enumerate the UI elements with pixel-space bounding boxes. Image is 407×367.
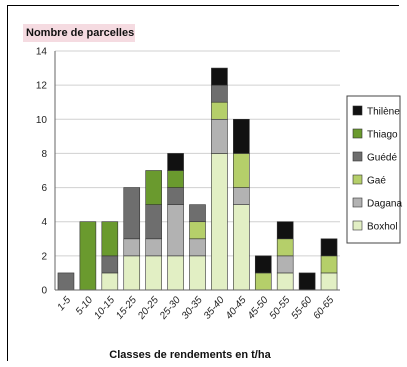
bar-segment-boxhol bbox=[101, 272, 119, 291]
bar-segment-boxhol bbox=[320, 272, 338, 291]
y-tick-label: 14 bbox=[36, 47, 48, 58]
x-tick-label: 60-65 bbox=[311, 295, 336, 322]
x-tick-label: 30-35 bbox=[180, 295, 205, 322]
y-tick-labels: 0 2 4 6 8 10 12 14 bbox=[36, 47, 48, 297]
bar-segment-thilène bbox=[211, 67, 228, 86]
legend-swatch bbox=[352, 197, 363, 208]
x-tick-label: 45-50 bbox=[246, 295, 271, 322]
bar-segment-thilène bbox=[254, 255, 272, 274]
legend: Thilène Thiago Guédé Gaé Dagana Boxhol bbox=[352, 105, 402, 233]
bar-segment-dagana bbox=[233, 187, 250, 205]
legend-label: Dagana bbox=[367, 199, 402, 210]
bar-segment-guédé bbox=[101, 255, 119, 274]
legend-label: Guédé bbox=[367, 153, 397, 164]
bar-segment-dagana bbox=[189, 238, 206, 257]
chart-panel bbox=[19, 21, 401, 367]
bar-segment-guédé bbox=[189, 204, 206, 223]
bar-segment-guédé bbox=[57, 272, 75, 291]
y-tick-label: 4 bbox=[41, 217, 47, 228]
bar-segment-dagana bbox=[167, 204, 184, 257]
bar-segment-guédé bbox=[123, 187, 141, 240]
legend-swatch bbox=[352, 105, 363, 116]
bar-segment-guédé bbox=[167, 187, 184, 205]
legend-swatch bbox=[352, 174, 363, 185]
legend-box bbox=[346, 95, 401, 244]
bar-segment-boxhol bbox=[276, 272, 294, 291]
bar-segment-gaé bbox=[320, 255, 338, 274]
y-tick-label: 0 bbox=[41, 286, 47, 297]
bars bbox=[57, 67, 338, 291]
x-tick-label: 20-25 bbox=[135, 295, 161, 323]
x-tick-label: 10-15 bbox=[92, 295, 117, 322]
x-tick-labels: 1-5 5-1010-1515-2520-2525-3030-3535-4040-… bbox=[56, 295, 337, 323]
y-tick-label: 2 bbox=[41, 251, 47, 262]
bar-segment-thilène bbox=[167, 153, 184, 171]
bar-segment-boxhol bbox=[145, 255, 162, 291]
bar-segment-dagana bbox=[276, 255, 294, 274]
bar-segment-gaé bbox=[211, 101, 228, 120]
x-tick-label: 40-45 bbox=[224, 295, 249, 322]
x-tick-label: 55-60 bbox=[290, 295, 315, 322]
bar-segment-gaé bbox=[276, 238, 294, 257]
legend-swatch bbox=[352, 151, 363, 162]
bar-segment-gaé bbox=[233, 153, 250, 188]
figure-frame bbox=[7, 5, 399, 361]
x-axis-label: Classes de rendements en t/ha bbox=[109, 349, 271, 361]
bar-segment-thilène bbox=[320, 238, 338, 257]
y-tick-label: 12 bbox=[36, 81, 48, 92]
x-tick-label: 15-25 bbox=[114, 295, 139, 322]
bar-segment-dagana bbox=[145, 238, 162, 257]
legend-label: Thilène bbox=[367, 107, 400, 118]
bar-segment-thiago bbox=[101, 221, 119, 257]
bar-segment-boxhol bbox=[123, 255, 141, 291]
axes bbox=[54, 51, 340, 291]
bar-segment-boxhol bbox=[233, 204, 250, 291]
bar-segment-thilène bbox=[276, 221, 294, 240]
x-tick-label: 25-30 bbox=[157, 295, 183, 323]
legend-swatch bbox=[352, 220, 363, 231]
bar-segment-gaé bbox=[189, 221, 206, 240]
bar-segment-boxhol bbox=[167, 255, 184, 291]
bar-segment-thiago bbox=[145, 170, 162, 205]
bar-segment-boxhol bbox=[189, 255, 206, 291]
legend-label: Gaé bbox=[367, 176, 386, 187]
bar-segment-dagana bbox=[123, 238, 141, 257]
bar-segment-thilène bbox=[298, 272, 316, 291]
y-tick-label: 8 bbox=[41, 149, 47, 160]
y-axis-label: Nombre de parcelles bbox=[23, 24, 135, 42]
bar-segment-boxhol bbox=[211, 153, 228, 291]
y-tick-label: 6 bbox=[41, 183, 47, 194]
y-tick-label: 10 bbox=[36, 115, 48, 126]
legend-label: Boxhol bbox=[367, 222, 398, 233]
x-tick-label: 35-40 bbox=[202, 295, 227, 322]
bar-segment-dagana bbox=[211, 118, 228, 154]
bar-segment-thiago bbox=[79, 221, 97, 291]
legend-swatch bbox=[352, 128, 363, 139]
bar-segment-guédé bbox=[211, 84, 228, 103]
bar-segment-thilène bbox=[233, 118, 250, 154]
x-tick-label: 1-5 bbox=[56, 295, 74, 313]
bar-segment-guédé bbox=[145, 204, 162, 240]
bar-segment-thiago bbox=[167, 170, 184, 188]
x-tick-label: 50-55 bbox=[268, 295, 293, 322]
legend-label: Thiago bbox=[367, 130, 398, 141]
bar-segment-gaé bbox=[254, 272, 272, 291]
